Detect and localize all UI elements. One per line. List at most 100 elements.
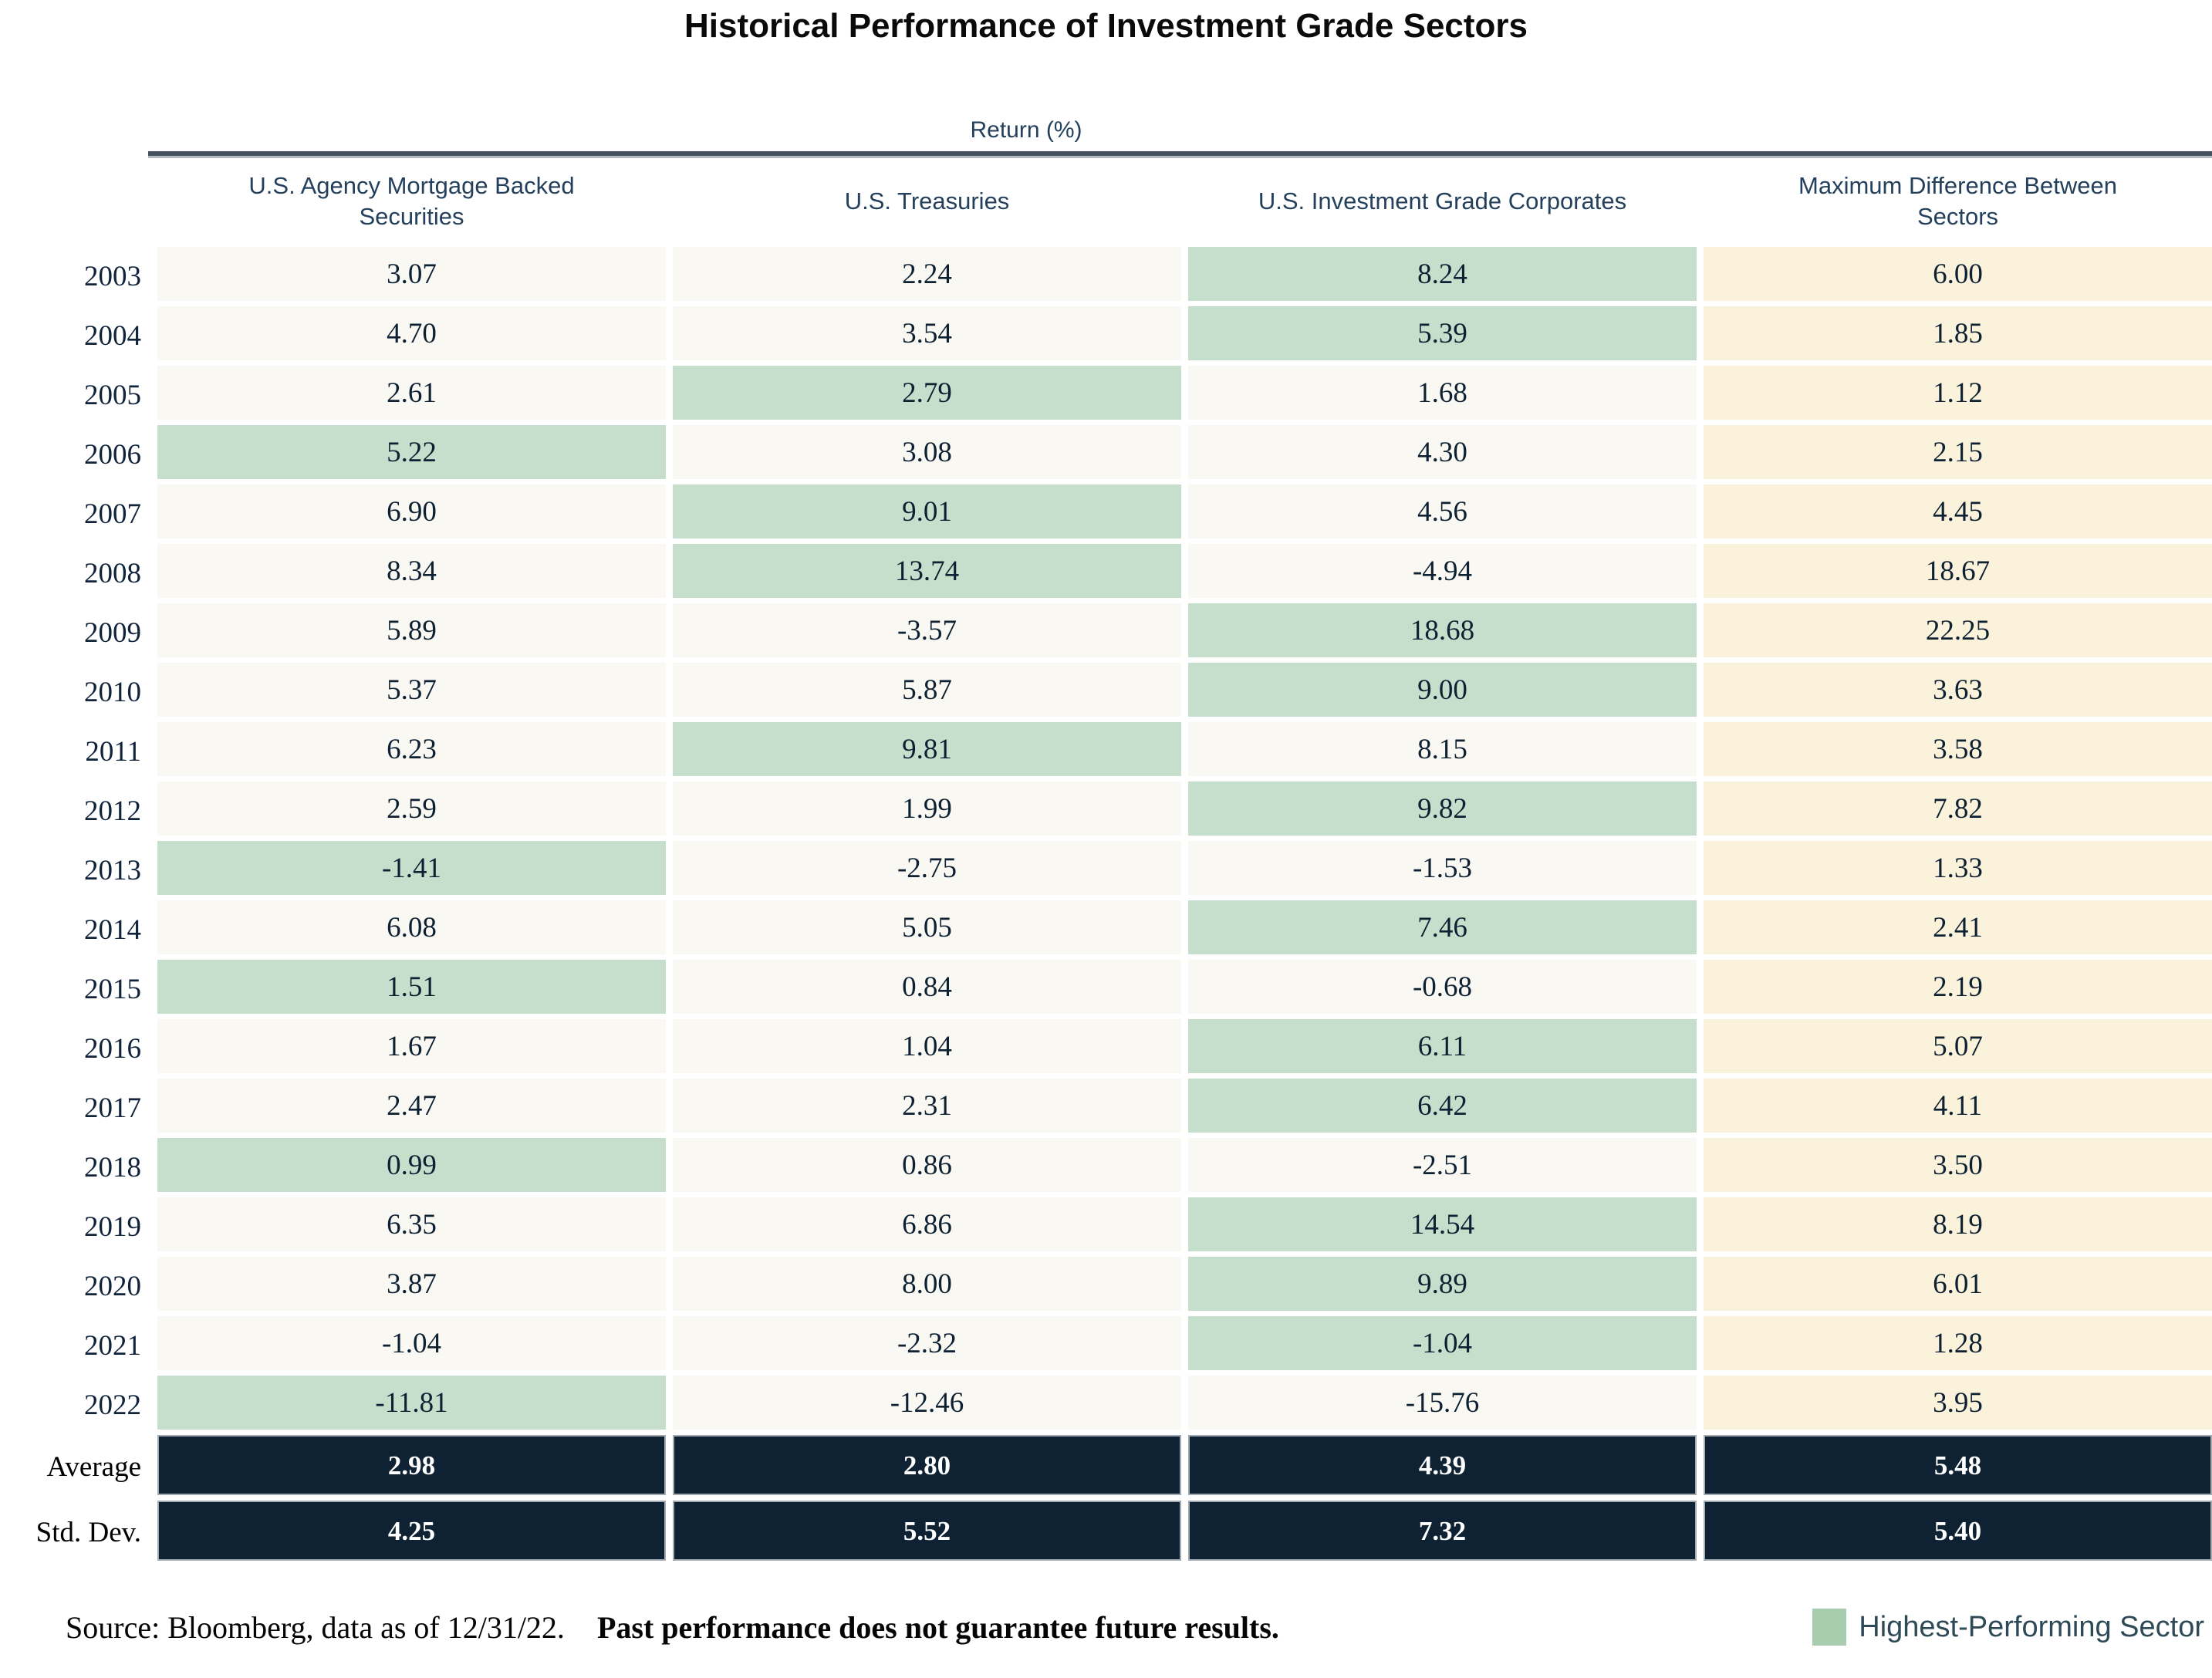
value-cell-2013-col0: -1.41 bbox=[157, 841, 666, 895]
value-cell-2013-col1: -2.75 bbox=[673, 841, 1181, 895]
value-cell-2007-col0: 6.90 bbox=[157, 484, 666, 539]
value-cell-2007-col3: 4.45 bbox=[1704, 484, 2212, 539]
table-corner-cell bbox=[0, 161, 150, 241]
value-cell-2013-col3: 1.33 bbox=[1704, 841, 2212, 895]
value-cell-2017-col0: 2.47 bbox=[157, 1079, 666, 1133]
year-label-2019: 2019 bbox=[84, 1211, 141, 1243]
value-cell-2006-col1: 3.08 bbox=[673, 425, 1181, 479]
value-cell-2010-col0: 5.37 bbox=[157, 663, 666, 717]
year-label-2015: 2015 bbox=[84, 974, 141, 1005]
value-cell-2015-col1: 0.84 bbox=[673, 960, 1181, 1014]
column-header-3: Maximum Difference Between Sectors bbox=[1798, 172, 2117, 230]
value-cell-2016-col1: 1.04 bbox=[673, 1019, 1181, 1073]
value-cell-2004-col2: 5.39 bbox=[1188, 306, 1697, 360]
value-cell-2016-col3: 5.07 bbox=[1704, 1019, 2212, 1073]
year-label-2007: 2007 bbox=[84, 498, 141, 530]
value-cell-2010-col2: 9.00 bbox=[1188, 663, 1697, 717]
value-cell-2014-col3: 2.41 bbox=[1704, 900, 2212, 954]
year-label-2014: 2014 bbox=[84, 914, 141, 946]
column-header-0: U.S. Agency Mortgage Backed Securities bbox=[248, 172, 575, 230]
value-cell-2003-col2: 8.24 bbox=[1188, 247, 1697, 301]
footer: Source: Bloomberg, data as of 12/31/22. … bbox=[66, 1609, 2204, 1646]
value-cell-2021-col2: -1.04 bbox=[1188, 1316, 1697, 1370]
value-cell-2011-col0: 6.23 bbox=[157, 722, 666, 776]
value-cell-2008-col3: 18.67 bbox=[1704, 544, 2212, 598]
value-cell-2014-col2: 7.46 bbox=[1188, 900, 1697, 954]
column-header-1: U.S. Treasuries bbox=[844, 187, 1010, 214]
disclaimer-text: Past performance does not guarantee futu… bbox=[596, 1609, 1279, 1645]
value-cell-2003-col3: 6.00 bbox=[1704, 247, 2212, 301]
returns-table: U.S. Agency Mortgage Backed Securities U.… bbox=[0, 161, 2212, 1561]
year-label-2013: 2013 bbox=[84, 855, 141, 886]
value-cell-2006-col3: 2.15 bbox=[1704, 425, 2212, 479]
summary-value-cell-col3: 5.40 bbox=[1704, 1501, 2212, 1561]
year-label-2003: 2003 bbox=[84, 261, 141, 292]
value-cell-2003-col1: 2.24 bbox=[673, 247, 1181, 301]
value-cell-2022-col0: -11.81 bbox=[157, 1376, 666, 1430]
year-label-2005: 2005 bbox=[84, 380, 141, 411]
value-cell-2012-col2: 9.82 bbox=[1188, 782, 1697, 836]
table-group-header-row: Return (%) bbox=[0, 108, 2212, 143]
value-cell-2021-col3: 1.28 bbox=[1704, 1316, 2212, 1370]
value-cell-2004-col1: 3.54 bbox=[673, 306, 1181, 360]
value-cell-2009-col0: 5.89 bbox=[157, 603, 666, 657]
highest-performing-swatch bbox=[1812, 1609, 1847, 1646]
value-cell-2011-col1: 9.81 bbox=[673, 722, 1181, 776]
value-cell-2020-col0: 3.87 bbox=[157, 1257, 666, 1311]
value-cell-2008-col1: 13.74 bbox=[673, 544, 1181, 598]
value-cell-2015-col3: 2.19 bbox=[1704, 960, 2212, 1014]
column-header-2: U.S. Investment Grade Corporates bbox=[1258, 187, 1627, 214]
year-label-2022: 2022 bbox=[84, 1389, 141, 1421]
value-cell-2017-col2: 6.42 bbox=[1188, 1079, 1697, 1133]
value-cell-2021-col1: -2.32 bbox=[673, 1316, 1181, 1370]
value-cell-2008-col0: 8.34 bbox=[157, 544, 666, 598]
summary-value-cell-col0: 4.25 bbox=[157, 1501, 666, 1561]
value-cell-2004-col0: 4.70 bbox=[157, 306, 666, 360]
year-label-2009: 2009 bbox=[84, 617, 141, 649]
value-cell-2012-col1: 1.99 bbox=[673, 782, 1181, 836]
value-cell-2012-col0: 2.59 bbox=[157, 782, 666, 836]
year-label-2004: 2004 bbox=[84, 320, 141, 352]
year-label-2012: 2012 bbox=[84, 795, 141, 827]
value-cell-2007-col1: 9.01 bbox=[673, 484, 1181, 539]
value-cell-2005-col0: 2.61 bbox=[157, 366, 666, 420]
year-label-2016: 2016 bbox=[84, 1033, 141, 1065]
value-cell-2019-col3: 8.19 bbox=[1704, 1197, 2212, 1251]
value-cell-2006-col2: 4.30 bbox=[1188, 425, 1697, 479]
value-cell-2022-col2: -15.76 bbox=[1188, 1376, 1697, 1430]
source-text: Source: Bloomberg, data as of 12/31/22. bbox=[66, 1609, 565, 1645]
header-divider-rule bbox=[148, 151, 2212, 158]
value-cell-2008-col2: -4.94 bbox=[1188, 544, 1697, 598]
value-cell-2016-col2: 6.11 bbox=[1188, 1019, 1697, 1073]
summary-value-cell-col3: 5.48 bbox=[1704, 1435, 2212, 1495]
year-label-2010: 2010 bbox=[84, 677, 141, 708]
value-cell-2019-col0: 6.35 bbox=[157, 1197, 666, 1251]
value-cell-2022-col1: -12.46 bbox=[673, 1376, 1181, 1430]
value-cell-2006-col0: 5.22 bbox=[157, 425, 666, 479]
value-cell-2022-col3: 3.95 bbox=[1704, 1376, 2212, 1430]
value-cell-2005-col1: 2.79 bbox=[673, 366, 1181, 420]
value-cell-2020-col2: 9.89 bbox=[1188, 1257, 1697, 1311]
year-label-2008: 2008 bbox=[84, 558, 141, 589]
summary-label: Std. Dev. bbox=[35, 1517, 141, 1548]
value-cell-2011-col2: 8.15 bbox=[1188, 722, 1697, 776]
value-cell-2020-col1: 8.00 bbox=[673, 1257, 1181, 1311]
value-cell-2021-col0: -1.04 bbox=[157, 1316, 666, 1370]
value-cell-2010-col1: 5.87 bbox=[673, 663, 1181, 717]
year-label-2020: 2020 bbox=[84, 1271, 141, 1302]
value-cell-2019-col1: 6.86 bbox=[673, 1197, 1181, 1251]
value-cell-2014-col1: 5.05 bbox=[673, 900, 1181, 954]
value-cell-2012-col3: 7.82 bbox=[1704, 782, 2212, 836]
year-label-2017: 2017 bbox=[84, 1092, 141, 1124]
value-cell-2010-col3: 3.63 bbox=[1704, 663, 2212, 717]
legend: Highest-Performing Sector bbox=[1812, 1609, 2204, 1646]
value-cell-2009-col2: 18.68 bbox=[1188, 603, 1697, 657]
summary-label: Average bbox=[46, 1451, 141, 1483]
value-cell-2009-col3: 22.25 bbox=[1704, 603, 2212, 657]
value-cell-2014-col0: 6.08 bbox=[157, 900, 666, 954]
value-cell-2003-col0: 3.07 bbox=[157, 247, 666, 301]
summary-value-cell-col2: 4.39 bbox=[1188, 1435, 1697, 1495]
return-percent-label: Return (%) bbox=[970, 117, 1082, 143]
value-cell-2015-col0: 1.51 bbox=[157, 960, 666, 1014]
value-cell-2018-col1: 0.86 bbox=[673, 1138, 1181, 1192]
